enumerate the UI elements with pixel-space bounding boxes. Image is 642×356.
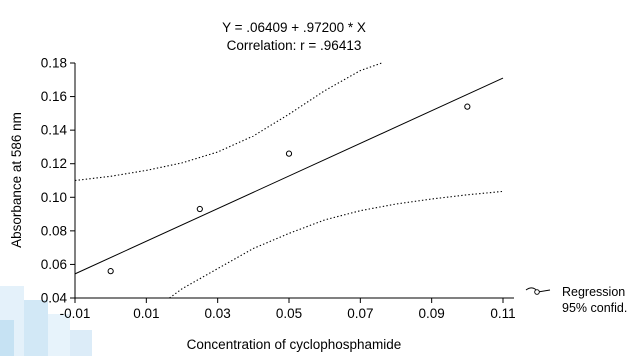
legend: Regression 95% confid.: [525, 285, 627, 315]
x-tick-label: 0.07: [347, 306, 373, 321]
chart-title: Y = .06409 + .97200 * X: [222, 20, 366, 35]
data-point: [196, 205, 203, 213]
y-tick-label: 0.10: [41, 190, 67, 205]
legend-item-confidence: 95% confid.: [562, 301, 627, 315]
regression-line: [74, 77, 504, 275]
plot-area: [74, 62, 504, 299]
y-axis-ticks: 0.04 0.06 0.08 0.10 0.12 0.14 0.16 0.18: [41, 56, 75, 306]
x-tick-label: 0.05: [276, 306, 302, 321]
y-tick-label: 0.16: [41, 89, 67, 104]
y-tick-label: 0.04: [41, 291, 68, 306]
x-axis-ticks: -0.01 0.01 0.03 0.05 0.07 0.09 0.11: [60, 298, 516, 321]
data-point: [107, 268, 114, 275]
y-tick-label: 0.08: [41, 223, 67, 238]
x-tick-label: 0.09: [419, 306, 445, 321]
watermark-decoration: [0, 286, 92, 356]
y-tick-label: 0.14: [41, 123, 68, 138]
x-tick-label: -0.01: [60, 306, 91, 321]
x-axis-title: Concentration of cyclophosphamide: [187, 337, 402, 352]
x-tick-label: 0.01: [133, 306, 159, 321]
y-axis-title: Absorbance at 586 nm: [9, 112, 24, 248]
legend-item-regression: Regression: [562, 285, 625, 299]
data-point: [464, 103, 471, 110]
y-tick-label: 0.06: [41, 257, 67, 272]
confidence-band-upper: [74, 62, 382, 182]
legend-point-marker: [534, 289, 540, 295]
data-point: [285, 150, 293, 157]
confidence-band-lower: [169, 190, 504, 299]
x-tick-label: 0.11: [490, 306, 515, 321]
x-tick-label: 0.03: [205, 306, 231, 321]
y-tick-label: 0.18: [41, 56, 67, 71]
chart-subtitle: Correlation: r = .96413: [227, 38, 362, 53]
y-tick-label: 0.12: [41, 156, 67, 171]
